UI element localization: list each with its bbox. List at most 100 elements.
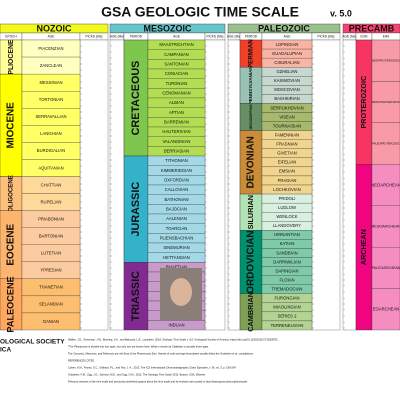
group-label: PLIOCENE	[8, 39, 15, 75]
stage-label: BAJOCIAN	[166, 206, 187, 211]
stage-label: KIMMERIDGIAN	[161, 168, 192, 173]
stage-label: BARREMIAN	[164, 119, 189, 124]
footnote: Previous versions of the time scale and …	[68, 380, 248, 384]
logo-text: ICA	[0, 347, 12, 354]
stage-label: SERRAVALLIAN	[35, 114, 66, 119]
stage-label: RHAETIAN	[166, 264, 187, 269]
stage-label: PALEOPROTEROZOIC	[372, 141, 400, 145]
stage-label: EMSIAN	[279, 169, 295, 174]
stage-label: APTIAN	[169, 110, 184, 115]
stage-label: YPRESIAN	[40, 268, 61, 273]
group-label: TRIASSIC	[130, 271, 142, 322]
stage-label: TITHONIAN	[165, 158, 188, 163]
group-label: CRETACEOUS	[130, 61, 142, 136]
footnote: *The Pleistocene is divided into four ag…	[68, 345, 209, 349]
stage-label: TORTONIAN	[39, 97, 63, 102]
footnote: The Cenozoic, Mesozoic, and Paleozoic ar…	[68, 352, 254, 356]
subheader: EPOCH	[5, 34, 17, 38]
stage-label: SERIES 2	[278, 314, 298, 319]
stage-label: SELANDIAN	[39, 302, 63, 307]
stage-label: CISURALIAN	[274, 60, 299, 65]
subheader: AGE	[173, 34, 180, 38]
footnote: Walker, J.D., Geissman, J.W., Bowring, S…	[68, 338, 279, 342]
stage-cell	[371, 39, 400, 82]
stage-label: MOSCOVIAN	[274, 87, 300, 92]
logo-text: OLOGICAL SOCIETY	[0, 339, 65, 346]
stage-label: OXFORDIAN	[164, 177, 189, 182]
stage-label: PRIDOLI	[279, 196, 296, 201]
stage-label: SERPUKHOVIAN	[270, 105, 303, 110]
stage-label: PLIENSBACHIAN	[160, 235, 194, 240]
stage-label: LANGHIAN	[40, 131, 61, 136]
stage-label: PRIABONIAN	[38, 216, 64, 221]
subheader: AGE	[284, 34, 291, 38]
stage-label: BERRIASIAN	[164, 148, 189, 153]
stage-label: MESOARCHEAN	[371, 225, 400, 229]
stage-label: VISEAN	[279, 114, 294, 119]
group-label: PENNSYLVANIAN	[248, 66, 253, 104]
stage-label: BARTONIAN	[39, 233, 63, 238]
stage-label: GIVETIAN	[277, 151, 297, 156]
group-label: DEVONIAN	[246, 136, 257, 188]
stage-cell	[147, 320, 206, 331]
group-label: JURASSIC	[130, 182, 142, 237]
stage-label: CENOMANIAN	[162, 90, 190, 95]
stage-label: MAASTRICHTIAN	[159, 42, 193, 47]
subheader: PICKS (Ma)	[85, 34, 102, 38]
stage-label: KATIAN	[280, 241, 295, 246]
stage-label: NEOARCHEAN	[371, 182, 400, 187]
group-label: OLIGOCENE	[8, 175, 15, 212]
stage-label: GUADALUPIAN	[272, 51, 302, 56]
column-title: NOZOIC	[37, 23, 72, 33]
age-column	[227, 39, 241, 331]
stage-label: LUTETIAN	[41, 251, 61, 256]
stage-label: HETTANGIAN	[163, 255, 190, 260]
stage-label: LUDLOW	[278, 205, 296, 210]
column-title: PALEOZOIC	[258, 23, 310, 33]
stage-label: BURDIGALIAN	[37, 148, 65, 153]
stage-label: TURONIAN	[166, 81, 188, 86]
subheader: PERIOD	[245, 34, 258, 38]
age-column	[204, 39, 226, 331]
stage-label: NEOPROTEROZOIC	[372, 59, 400, 63]
stage-cell	[371, 246, 400, 289]
group-label: CAMBRIAN	[246, 292, 255, 332]
stage-label: RUPELIAN	[41, 199, 62, 204]
stage-label: WENLOCK	[276, 214, 297, 219]
stage-label: INDUAN	[168, 322, 184, 327]
group-label: EOCENE	[6, 223, 17, 265]
stage-label: AALENIAN	[166, 216, 187, 221]
stage-label: PIACENZIAN	[38, 46, 63, 51]
stage-label: ALBIAN	[169, 100, 184, 105]
stage-label: PRAGIAN	[278, 178, 297, 183]
column-title: MESOZOIC	[143, 23, 192, 33]
group-label: PERMIAN	[248, 39, 255, 68]
stage-label: LLANDOVERY	[273, 223, 301, 228]
subheader: PICKS (Ma)	[206, 34, 223, 38]
stage-label: CONIACIAN	[165, 71, 188, 76]
stage-label: LOPINGIAN	[276, 42, 299, 47]
stage-label: THANETIAN	[39, 285, 63, 290]
group-label: PALEOCENE	[5, 276, 15, 332]
subheader: PERIOD	[130, 34, 143, 38]
stage-label: TOARCIAN	[166, 226, 188, 231]
stage-cell	[371, 122, 400, 165]
footnote: REFERENCES CITED	[68, 359, 94, 363]
stage-label: MESOPROTEROZOIC	[372, 100, 400, 104]
stage-label: MIAOLINGIAN	[273, 305, 300, 310]
stage-cell	[261, 320, 313, 331]
stage-label: CALLOVIAN	[165, 187, 189, 192]
group-label: ARCHEAN	[359, 229, 368, 265]
stage-label: DANIAN	[43, 319, 59, 324]
age-column	[109, 39, 125, 331]
footnote: Gradstein, F.M., Ogg, J.G., Schmitz, M.D…	[68, 373, 206, 377]
subheader: EON	[361, 34, 369, 38]
group-label: MISSISSIPPIAN	[249, 104, 253, 129]
stage-label: HAUTERIVIAN	[162, 129, 190, 134]
stage-label: TERRENEUVIAN	[271, 323, 304, 328]
stage-label: BASHKIRIAN	[274, 96, 299, 101]
stage-label: LOCHKOVIAN	[273, 187, 300, 192]
stage-label: SANTONIAN	[164, 61, 188, 66]
